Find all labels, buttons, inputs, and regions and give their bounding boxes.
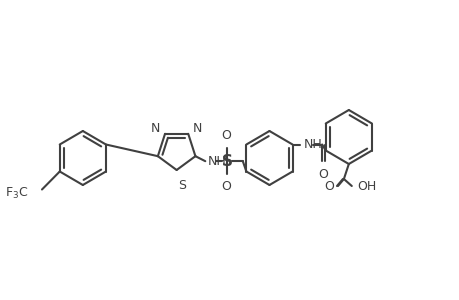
Text: N: N xyxy=(151,122,160,135)
Text: S: S xyxy=(221,154,232,169)
Text: S: S xyxy=(178,179,186,192)
Text: O: O xyxy=(318,167,327,181)
Text: F$_3$C: F$_3$C xyxy=(5,186,28,201)
Text: NH: NH xyxy=(303,138,321,151)
Text: O: O xyxy=(324,179,333,193)
Text: N: N xyxy=(193,122,202,135)
Text: O: O xyxy=(221,180,230,193)
Text: NH: NH xyxy=(207,155,225,168)
Text: OH: OH xyxy=(357,179,376,193)
Text: O: O xyxy=(221,129,230,142)
